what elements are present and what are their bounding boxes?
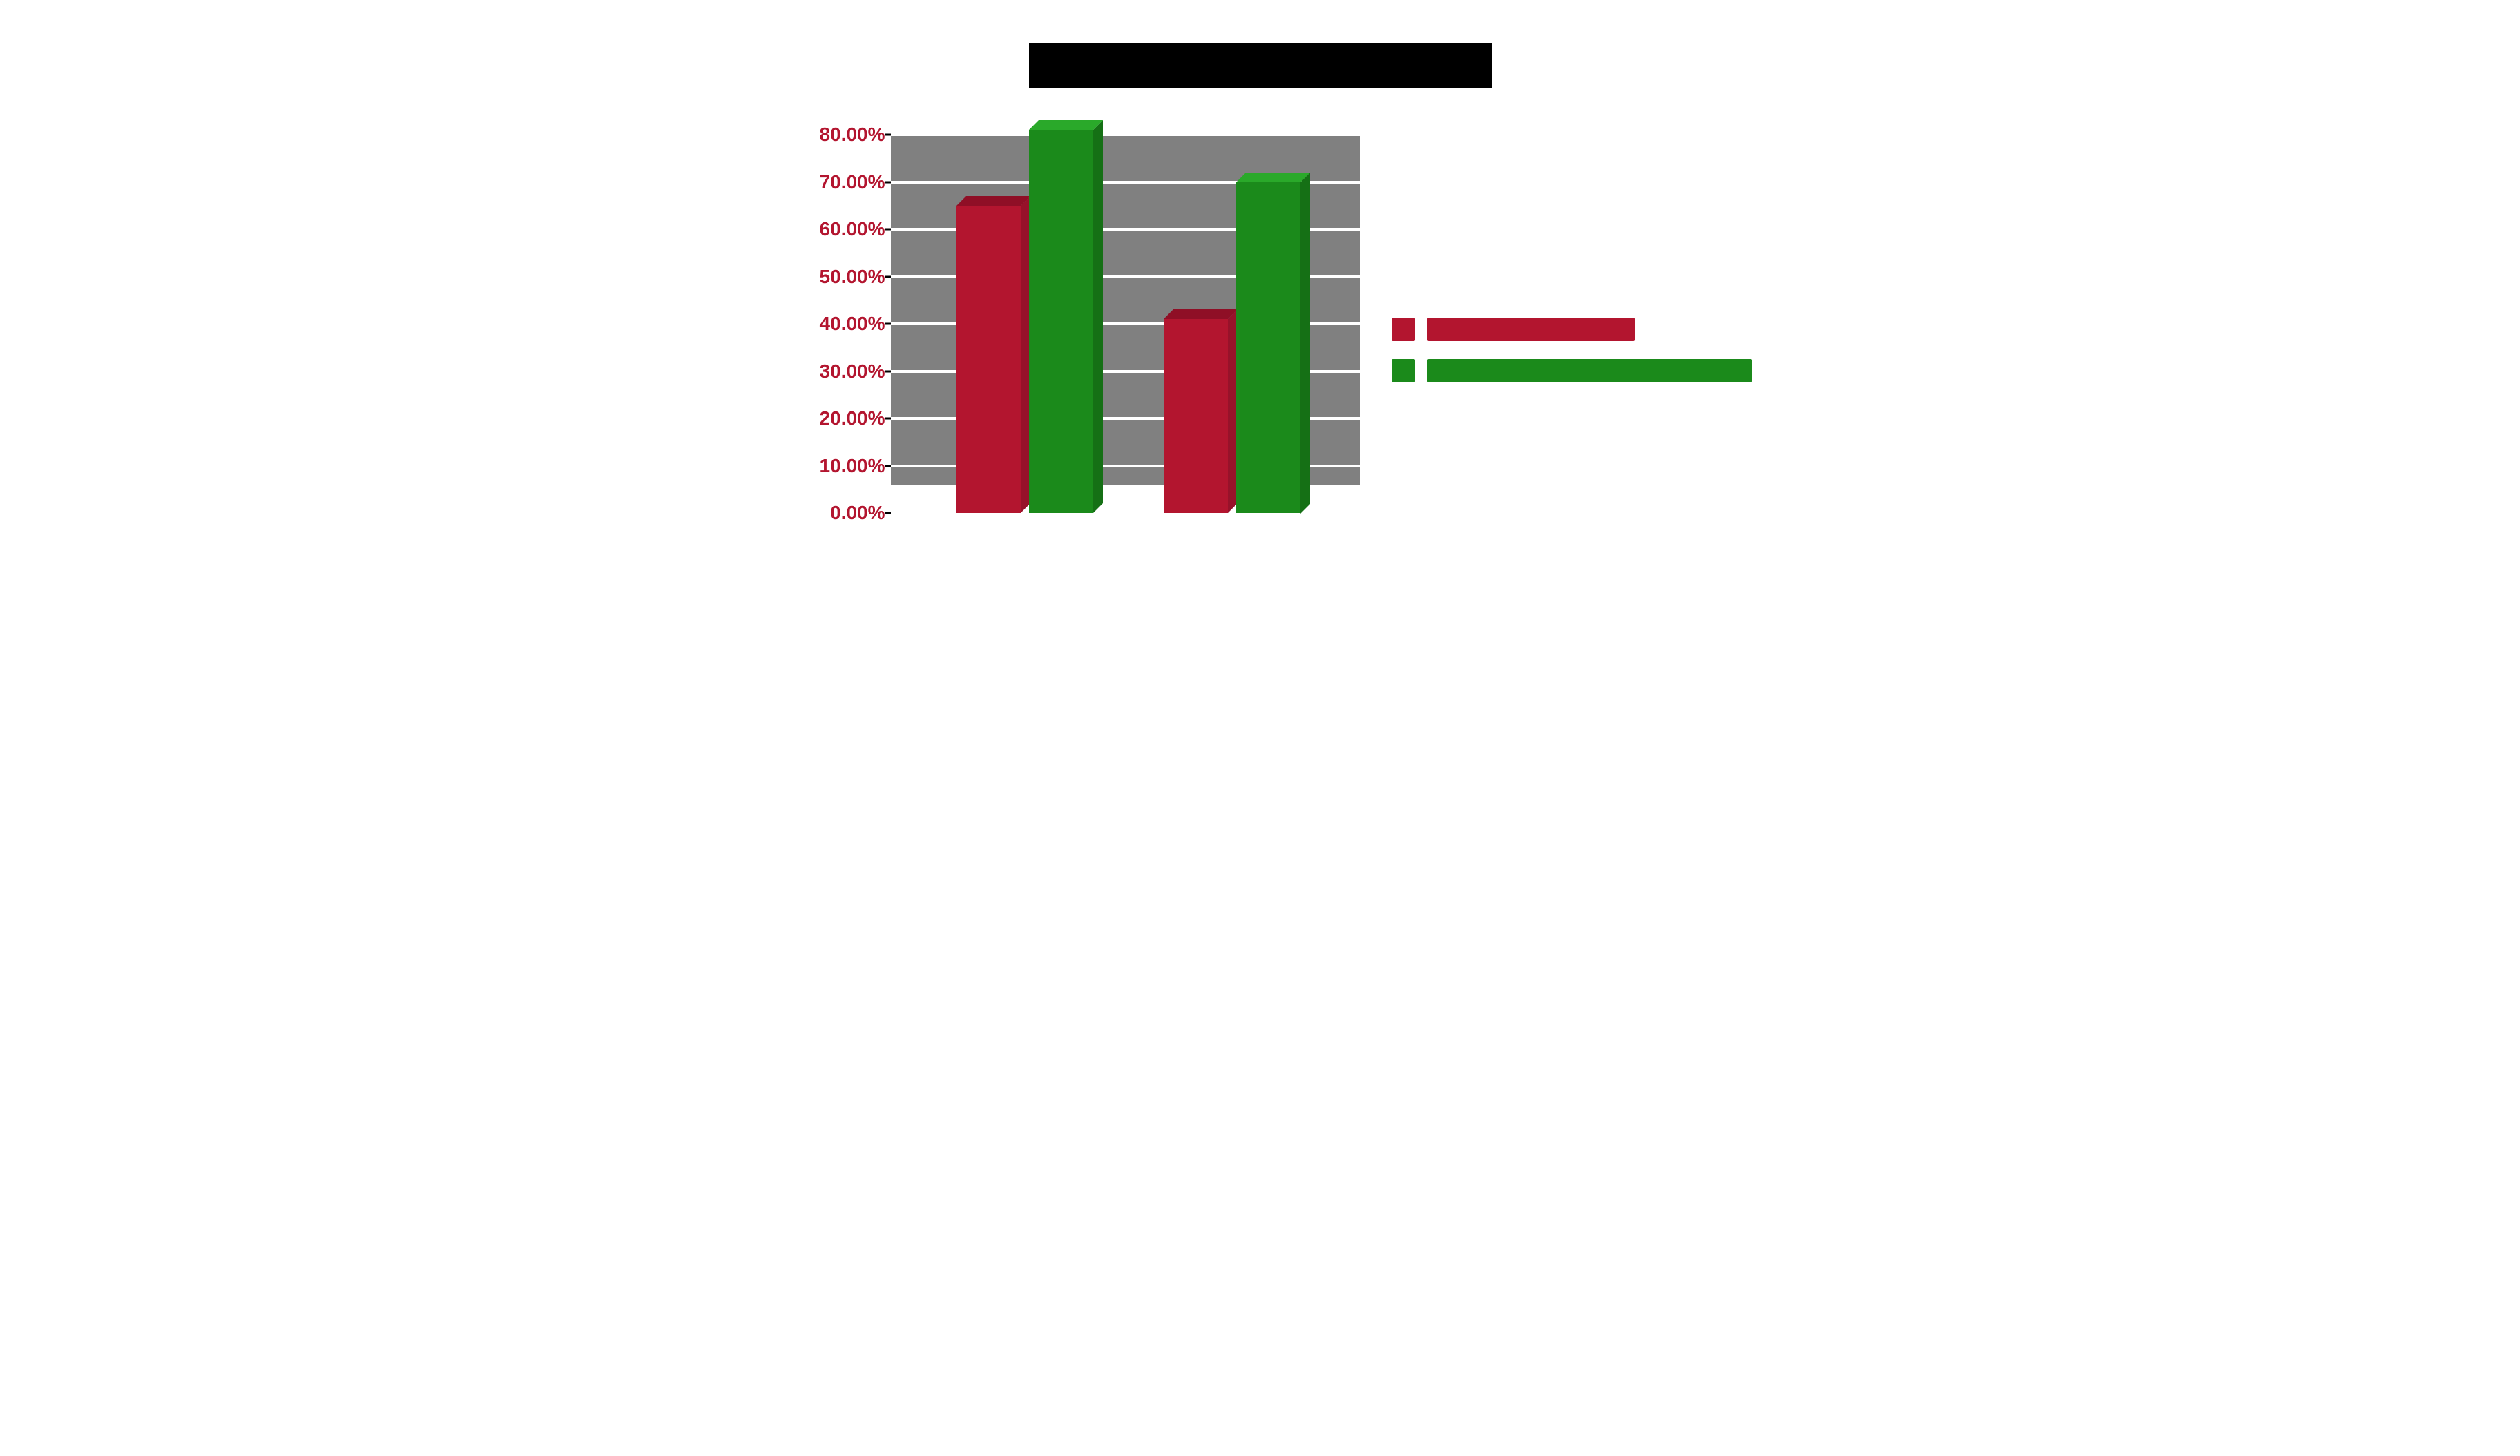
y-tick-mark bbox=[885, 229, 891, 231]
bar-front bbox=[1164, 319, 1228, 513]
bar bbox=[1164, 319, 1228, 513]
legend-item bbox=[1392, 359, 1752, 382]
y-tick-mark bbox=[885, 275, 891, 278]
legend-item bbox=[1392, 318, 1752, 341]
bar bbox=[1029, 130, 1093, 513]
bar-top bbox=[956, 196, 1030, 206]
y-tick-label: 30.00% bbox=[820, 360, 885, 382]
y-tick-label: 40.00% bbox=[820, 313, 885, 335]
chart-container: 0.00% 10.00% 20.00% 30.00% 40.00% 50.00% 60.00… bbox=[756, 0, 1764, 583]
bar-front bbox=[1236, 182, 1300, 514]
bar-top bbox=[1236, 173, 1310, 182]
y-tick-mark bbox=[885, 370, 891, 372]
bar-side bbox=[1300, 173, 1310, 514]
y-tick-label: 70.00% bbox=[820, 171, 885, 193]
y-tick-mark bbox=[885, 465, 891, 467]
legend bbox=[1392, 318, 1752, 382]
y-tick-mark bbox=[885, 512, 891, 514]
legend-swatch bbox=[1392, 318, 1415, 341]
legend-label-bar bbox=[1427, 318, 1635, 341]
legend-label-bar bbox=[1427, 359, 1752, 382]
y-tick-label: 0.00% bbox=[830, 502, 885, 524]
bar bbox=[1236, 182, 1300, 514]
chart-title-bar bbox=[1029, 43, 1492, 88]
bar-side bbox=[1093, 120, 1103, 513]
bar-front bbox=[1029, 130, 1093, 513]
y-tick-label: 10.00% bbox=[820, 455, 885, 477]
bars-layer bbox=[891, 135, 1360, 513]
y-tick-label: 60.00% bbox=[820, 218, 885, 240]
y-tick-mark bbox=[885, 418, 891, 420]
y-tick-mark bbox=[885, 181, 891, 183]
y-tick-label: 20.00% bbox=[820, 407, 885, 429]
bar-top bbox=[1029, 120, 1103, 130]
y-tick-mark bbox=[885, 134, 891, 136]
y-tick-label: 50.00% bbox=[820, 266, 885, 288]
y-tick-mark bbox=[885, 323, 891, 325]
bar bbox=[956, 206, 1021, 513]
bar-front bbox=[956, 206, 1021, 513]
bar-top bbox=[1164, 309, 1238, 319]
legend-swatch bbox=[1392, 359, 1415, 382]
y-tick-label: 80.00% bbox=[820, 124, 885, 146]
